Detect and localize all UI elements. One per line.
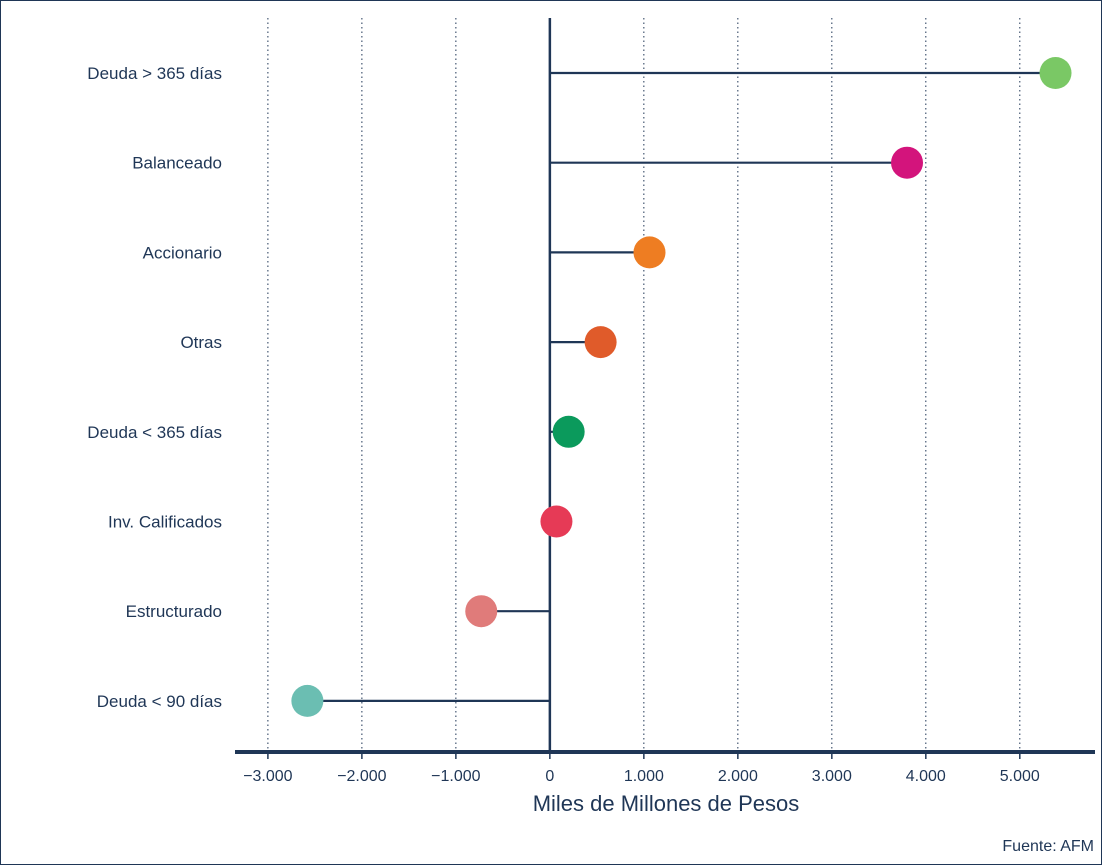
labels: −3.000 −2.000 −1.000 0 1.000 2.000 3.000 4.000 5… xyxy=(87,64,1040,785)
x-tick-label: 3.000 xyxy=(812,768,852,785)
data-point xyxy=(540,505,573,538)
x-axis-title: Miles de Millones de Pesos xyxy=(533,791,800,816)
source-note: Fuente: AFM xyxy=(1002,838,1094,855)
category-label: Balanceado xyxy=(132,154,222,173)
x-tick-label: −3.000 xyxy=(243,768,292,785)
x-tick-label: −2.000 xyxy=(337,768,386,785)
x-tick-label: 2.000 xyxy=(718,768,758,785)
data-point xyxy=(291,684,324,717)
data-point xyxy=(584,326,617,359)
data-point xyxy=(552,415,585,448)
data-point xyxy=(465,595,498,628)
dots xyxy=(291,57,1072,717)
x-tick-label: 0 xyxy=(545,768,554,785)
stems xyxy=(307,71,1056,703)
axes xyxy=(235,18,1095,759)
category-label: Deuda > 365 días xyxy=(87,64,222,83)
x-tick-label: −1.000 xyxy=(431,768,480,785)
data-point xyxy=(633,236,666,269)
data-point xyxy=(891,146,924,179)
category-label: Deuda < 90 días xyxy=(97,692,222,711)
x-tick-label: 1.000 xyxy=(624,768,664,785)
category-label: Estructurado xyxy=(126,602,222,621)
grid-lines xyxy=(267,18,1021,752)
x-tick-label: 5.000 xyxy=(1000,768,1040,785)
x-tick-label: 4.000 xyxy=(906,768,946,785)
category-label: Accionario xyxy=(143,243,222,262)
category-label: Otras xyxy=(180,333,222,352)
data-point xyxy=(1039,57,1072,89)
category-label: Inv. Calificados xyxy=(108,513,222,532)
category-label: Deuda < 365 días xyxy=(87,423,222,442)
